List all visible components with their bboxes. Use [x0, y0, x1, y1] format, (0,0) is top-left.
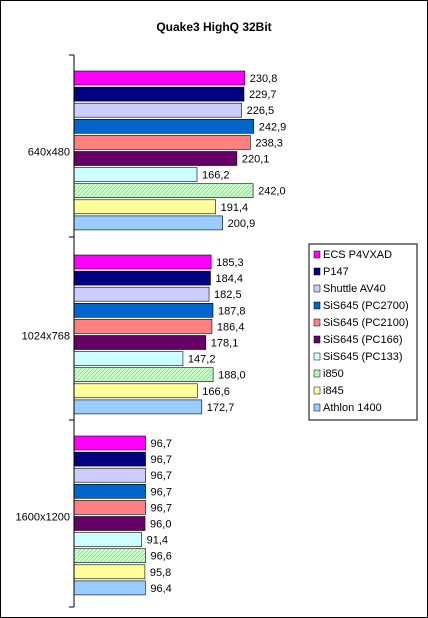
value-label: 95,8 — [150, 567, 171, 579]
legend-label: ECS P4VXAD — [323, 249, 392, 261]
bar — [73, 167, 198, 182]
bar — [73, 580, 146, 596]
bar — [73, 302, 214, 318]
legend-label: i850 — [323, 368, 344, 380]
legend-swatch — [313, 352, 321, 361]
value-label: 147,2 — [188, 354, 216, 366]
value-label: 242,9 — [259, 121, 287, 133]
value-label: 96,7 — [151, 502, 172, 514]
bar — [73, 483, 146, 499]
value-label: 226,5 — [247, 105, 275, 117]
bar — [73, 119, 255, 134]
value-label: 185,3 — [216, 257, 244, 269]
value-label: 96,7 — [151, 486, 172, 498]
bar — [73, 199, 216, 215]
bar — [73, 564, 146, 580]
value-label: 91,4 — [147, 535, 168, 547]
legend-swatch — [313, 335, 321, 344]
value-label: 182,5 — [214, 289, 242, 301]
value-label: 191,4 — [221, 202, 249, 214]
value-label: 186,4 — [217, 321, 245, 333]
bar — [73, 451, 146, 467]
value-label: 96,4 — [150, 583, 171, 595]
category-label: 1600x1200 — [16, 512, 70, 524]
category-label: 640x480 — [28, 147, 70, 159]
bar — [73, 215, 223, 231]
bar — [73, 183, 254, 198]
bar — [73, 70, 246, 86]
value-label: 220,1 — [242, 154, 270, 166]
legend-label: SiS645 (PC2700) — [323, 300, 409, 312]
chart-title: Quake3 HighQ 32Bit — [156, 20, 271, 34]
legend-swatch — [313, 386, 321, 395]
legend-label: SiS645 (PC133) — [323, 351, 403, 363]
legend-label: P147 — [323, 266, 349, 278]
legend-label: SiS645 (PC2100) — [323, 317, 409, 329]
bar — [73, 254, 212, 270]
bar — [73, 435, 146, 451]
value-label: 229,7 — [249, 89, 277, 101]
value-label: 166,2 — [202, 170, 230, 182]
legend-swatch — [313, 403, 321, 412]
bar — [73, 151, 238, 166]
bar — [73, 335, 207, 350]
value-label: 200,9 — [228, 218, 256, 230]
value-label: 166,6 — [202, 386, 230, 398]
bar — [73, 270, 211, 286]
bar — [73, 319, 213, 334]
value-label: 96,0 — [150, 519, 171, 531]
bar — [73, 467, 146, 483]
bar — [73, 532, 142, 547]
legend: ECS P4VXAD P147 Shuttle AV40 SiS645 (PC2700… — [308, 243, 418, 421]
bar — [73, 367, 214, 383]
plot-area: 640x480 230,8 229,7 226,5 242,9 238,3 220,1 166… — [16, 54, 287, 608]
bar — [73, 135, 251, 150]
legend-swatch — [313, 369, 321, 378]
bar — [73, 286, 210, 302]
value-label: 172,7 — [207, 402, 235, 414]
value-label: 96,7 — [151, 438, 172, 450]
legend-swatch — [313, 250, 321, 259]
value-label: 242,0 — [258, 186, 286, 198]
legend-box — [308, 243, 418, 421]
value-label: 96,7 — [151, 470, 172, 482]
bar — [73, 516, 146, 531]
legend-label: Athlon 1400 — [323, 402, 382, 414]
bar — [73, 548, 146, 564]
value-label: 187,8 — [218, 305, 246, 317]
legend-swatch — [313, 267, 321, 276]
value-label: 230,8 — [250, 73, 278, 85]
value-label: 96,7 — [151, 454, 172, 466]
bar — [73, 351, 184, 366]
value-label: 178,1 — [211, 338, 239, 350]
legend-swatch — [313, 284, 321, 293]
bar — [73, 102, 242, 118]
bar — [73, 86, 245, 102]
value-label: 96,6 — [150, 551, 171, 563]
value-label: 188,0 — [218, 370, 246, 382]
bar — [73, 399, 203, 415]
bar — [73, 383, 198, 399]
category-label: 1024x768 — [22, 331, 70, 343]
value-label: 184,4 — [215, 273, 243, 285]
legend-label: SiS645 (PC166) — [323, 334, 403, 346]
bar — [73, 500, 146, 515]
legend-label: Shuttle AV40 — [323, 283, 386, 295]
legend-label: i845 — [323, 385, 344, 397]
legend-swatch — [313, 301, 321, 310]
legend-swatch — [313, 318, 321, 327]
value-label: 238,3 — [255, 137, 283, 149]
